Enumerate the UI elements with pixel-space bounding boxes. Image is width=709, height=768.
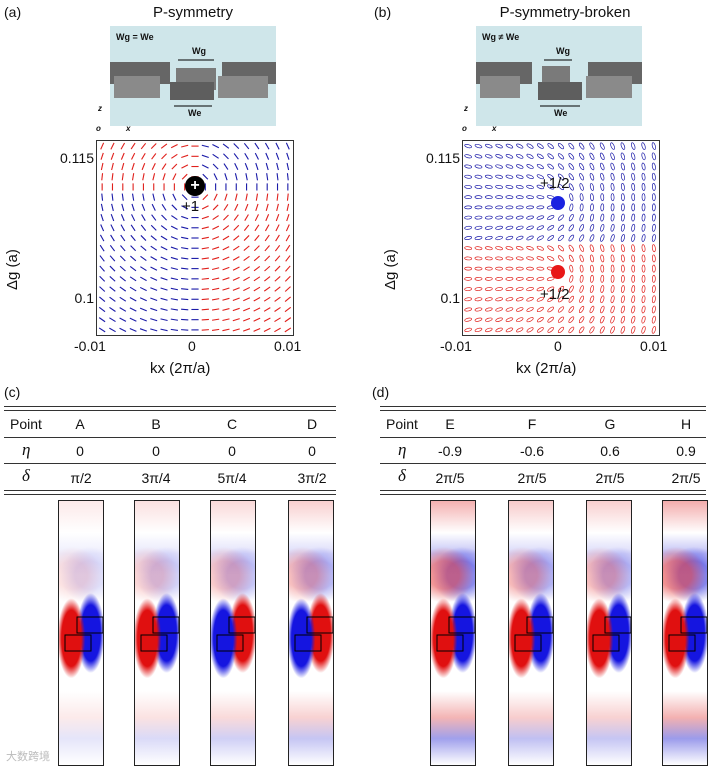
axis-x-label: x (492, 124, 497, 133)
axis-o-label: o (96, 124, 101, 133)
xtick-right-b: 0.01 (640, 338, 668, 354)
watermark: 大数跨境 (6, 751, 50, 763)
delta-cell: 3π/4 (141, 470, 171, 486)
panel-b-title: P-symmetry-broken (499, 4, 631, 21)
ylabel-b: Δg (a) (382, 249, 399, 290)
xtick-left-a: -0.01 (74, 338, 106, 354)
axis-z-label: z (464, 104, 468, 113)
waveguide-outline (140, 616, 179, 652)
point-cell: B (151, 416, 161, 432)
charge-marker-blue (551, 196, 565, 210)
axis-x-label: x (126, 124, 131, 133)
row-header-point: Point (10, 416, 42, 432)
charge-marker-a: + (185, 176, 205, 196)
panel-a-schematic: Wg = We Wg We z x o (96, 26, 276, 136)
xlabel-b: kx (2π/a) (516, 360, 577, 377)
eta-cell: 0 (152, 443, 160, 459)
waveguide-outline (592, 616, 631, 652)
waveguide-outline (64, 616, 103, 652)
waveguide-outline (514, 616, 553, 652)
panel-a-title: P-symmetry (153, 4, 233, 21)
schematic-wg-label: Wg (556, 46, 570, 56)
eta-cell: 0.6 (600, 443, 620, 459)
xtick-left-b: -0.01 (440, 338, 472, 354)
field-map-d (288, 500, 334, 766)
row-header-eta: η (22, 440, 31, 459)
panel-a-plot (96, 140, 294, 336)
waveguide-drawing (110, 59, 276, 107)
ytick-bottom-b: 0.1 (440, 290, 460, 306)
waveguide-outline (668, 616, 707, 652)
delta-cell: π/2 (70, 470, 92, 486)
delta-cell: 2π/5 (435, 470, 465, 486)
charge-top-label-b: +1/2 (540, 175, 570, 192)
eta-cell: 0.9 (676, 443, 696, 459)
point-cell: E (445, 416, 455, 432)
ytick-bottom-a: 0.1 (74, 290, 94, 306)
row-header-point: Point (386, 416, 418, 432)
panel-b-schematic: Wg ≠ We Wg We z x o (462, 26, 642, 136)
field-map-b (134, 500, 180, 766)
point-cell: F (527, 416, 537, 432)
ytick-top-b: 0.115 (426, 150, 460, 166)
eta-cell: 0 (76, 443, 84, 459)
waveguide-outline (436, 616, 475, 652)
polarization-field-b (464, 142, 656, 334)
xtick-right-a: 0.01 (274, 338, 302, 354)
schematic-eq-label: Wg = We (116, 32, 154, 42)
point-cell: C (226, 416, 238, 432)
eta-cell: -0.6 (519, 443, 545, 459)
charge-marker-red (551, 265, 565, 279)
point-cell: G (604, 416, 616, 432)
point-cell: D (306, 416, 318, 432)
field-map-a (58, 500, 104, 766)
charge-bottom-label-b: +1/2 (540, 286, 570, 303)
ytick-top-a: 0.115 (60, 150, 94, 166)
xtick-mid-b: 0 (554, 338, 562, 354)
schematic-eq-label: Wg ≠ We (482, 32, 520, 42)
field-map-c (210, 500, 256, 766)
axis-z-label: z (98, 104, 102, 113)
panel-c-label: (c) (4, 384, 21, 400)
panel-b-label: (b) (374, 4, 392, 20)
point-cell: H (680, 416, 692, 432)
point-cell: A (75, 416, 85, 432)
eta-cell: 0 (308, 443, 316, 459)
eta-cell: -0.9 (437, 443, 463, 459)
schematic-wg-label: Wg (192, 46, 206, 56)
eta-cell: 0 (228, 443, 236, 459)
axis-o-label: o (462, 124, 467, 133)
delta-cell: 3π/2 (297, 470, 327, 486)
field-map-f (508, 500, 554, 766)
xtick-mid-a: 0 (188, 338, 196, 354)
row-header-delta: δ (398, 466, 406, 485)
field-map-e (430, 500, 476, 766)
field-map-g (586, 500, 632, 766)
waveguide-outline (216, 616, 255, 652)
delta-cell: 2π/5 (517, 470, 547, 486)
field-map-h (662, 500, 708, 766)
charge-label-a: +1 (182, 198, 200, 215)
delta-cell: 2π/5 (595, 470, 625, 486)
panel-d-label: (d) (372, 384, 390, 400)
row-header-delta: δ (22, 466, 30, 485)
xlabel-a: kx (2π/a) (150, 360, 211, 377)
delta-cell: 5π/4 (217, 470, 247, 486)
panel-b-plot (462, 140, 660, 336)
schematic-we-label: We (188, 108, 202, 118)
schematic-we-label: We (554, 108, 568, 118)
panel-a-label: (a) (4, 4, 22, 20)
row-header-eta: η (398, 440, 407, 459)
polarization-field-a (98, 142, 292, 333)
delta-cell: 2π/5 (671, 470, 701, 486)
ylabel-a: Δg (a) (4, 249, 21, 290)
waveguide-outline (294, 616, 333, 652)
waveguide-drawing (476, 59, 642, 107)
